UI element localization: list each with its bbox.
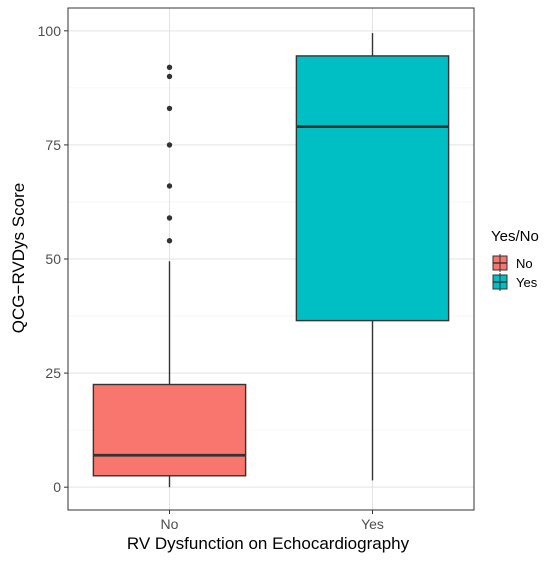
box-layer [92, 33, 450, 488]
outlier-point [166, 64, 173, 71]
y-tick-label: 100 [38, 23, 62, 39]
axis-layer: 0 25 50 75 100 No Yes [38, 23, 384, 532]
outlier-point [166, 215, 173, 221]
box-yes [295, 33, 450, 481]
y-tick-label: 25 [45, 365, 61, 381]
legend-items: No Yes [492, 254, 538, 291]
legend-item-no: No [492, 254, 533, 272]
outlier-point [166, 105, 173, 112]
x-axis-title: RV Dysfunction on Echocardiography [127, 534, 410, 553]
y-tick-label: 0 [53, 479, 61, 495]
legend-label: Yes [516, 275, 538, 290]
y-tick-label: 75 [45, 137, 61, 153]
legend-label: No [516, 256, 533, 271]
outlier-point [166, 142, 173, 148]
x-tick-label: Yes [361, 516, 384, 532]
box-rect [92, 383, 247, 477]
y-axis-title: QCG−RVDys Score [9, 183, 28, 333]
outlier-point [166, 238, 173, 244]
legend-title: Yes/No [491, 228, 539, 245]
box-rect [295, 55, 450, 322]
y-tick-label: 50 [45, 251, 61, 267]
legend: Yes/No No Yes [491, 228, 539, 291]
outlier-point [166, 183, 173, 189]
legend-item-yes: Yes [492, 273, 538, 291]
outlier-point [166, 73, 173, 80]
box-no [92, 64, 247, 488]
x-tick-label: No [161, 516, 179, 532]
